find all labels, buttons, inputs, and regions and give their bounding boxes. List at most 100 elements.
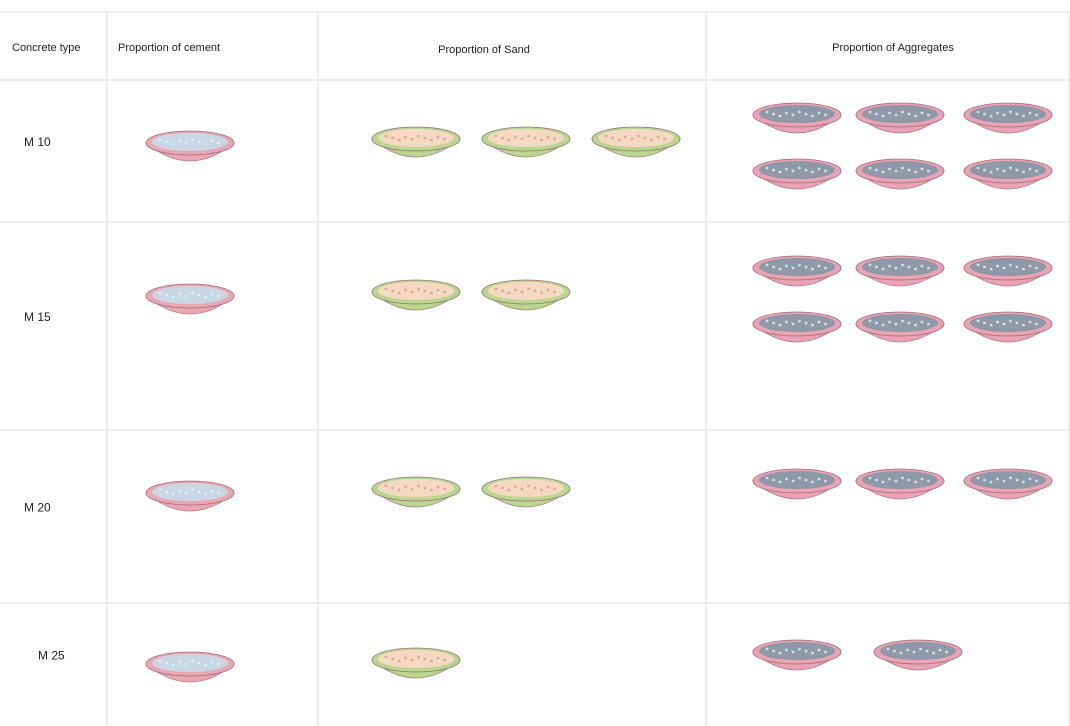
grain [914,267,917,271]
grain [436,135,440,139]
grain [901,110,904,114]
grain [765,166,769,170]
grain [983,321,986,325]
grain [996,320,999,324]
grain [210,660,214,664]
grain [217,662,220,666]
grain [927,322,930,326]
bowl-content [862,105,938,123]
grain [417,287,420,291]
grain [804,265,808,269]
grain [983,112,986,116]
grain [1028,477,1032,481]
grain [1002,113,1006,117]
grain [171,142,175,146]
grain [1035,169,1038,173]
grain [204,663,207,667]
grain [436,485,440,489]
bowl-content [488,282,564,300]
grain [184,141,188,145]
grain [443,487,446,491]
grain [875,112,878,116]
grain [798,263,801,267]
grain [791,479,795,483]
grain [927,113,930,117]
grain [1015,112,1019,116]
grain [204,295,207,299]
grain [165,490,168,494]
grain [778,651,782,655]
grain [817,477,821,481]
grain [553,137,556,141]
grain [914,323,917,327]
grain [384,655,388,659]
grain [650,138,653,142]
grain [881,323,885,327]
grain [804,168,808,172]
grain [617,138,621,142]
grain [520,290,524,294]
grain [996,167,999,171]
grain [983,168,986,172]
grain [430,138,433,142]
row-label: M 20 [24,501,51,515]
grain [811,170,814,174]
grain [1028,264,1032,268]
bowl [370,647,462,679]
bowl [370,279,462,311]
grain [798,647,801,651]
grain [397,488,401,492]
bowl [480,126,572,158]
grain [507,138,511,142]
grain [514,288,517,292]
grain [901,319,904,323]
grain [430,488,433,492]
grain [494,484,498,488]
grain [430,659,433,663]
bowl-content [378,479,454,497]
grain [191,659,194,663]
bowl-content [862,314,938,332]
grain [927,169,930,173]
grain [824,113,827,117]
grain [912,650,916,654]
grain [804,321,808,325]
grain [210,139,214,143]
grain [410,137,414,141]
bowl-content [598,129,674,147]
grain [217,141,220,145]
grain [907,168,911,172]
bowl [480,476,572,508]
bowl-content [152,483,228,501]
grain [1022,323,1025,327]
grain [765,647,769,651]
header-cell: Concrete type [12,42,80,54]
grain [901,476,904,480]
grain [811,480,814,484]
bowl [962,255,1054,287]
grain [410,658,414,662]
grain [397,291,401,295]
grain [996,477,999,481]
grain [907,321,911,325]
grain [494,134,498,138]
grain [546,135,550,139]
grain [423,289,427,293]
grain [919,647,922,651]
grain [158,138,162,142]
bowl-content [862,471,938,489]
grain [533,289,537,293]
grain [868,319,872,323]
bowl-content [152,133,228,151]
grain [1035,479,1038,483]
grain [907,478,911,482]
grain [989,267,993,271]
grain [158,659,162,663]
grain [191,488,194,492]
grain [894,113,898,117]
bowl-content [759,105,835,123]
grain [630,137,634,141]
grain [868,110,872,114]
grain [165,661,168,665]
grain [210,489,214,493]
